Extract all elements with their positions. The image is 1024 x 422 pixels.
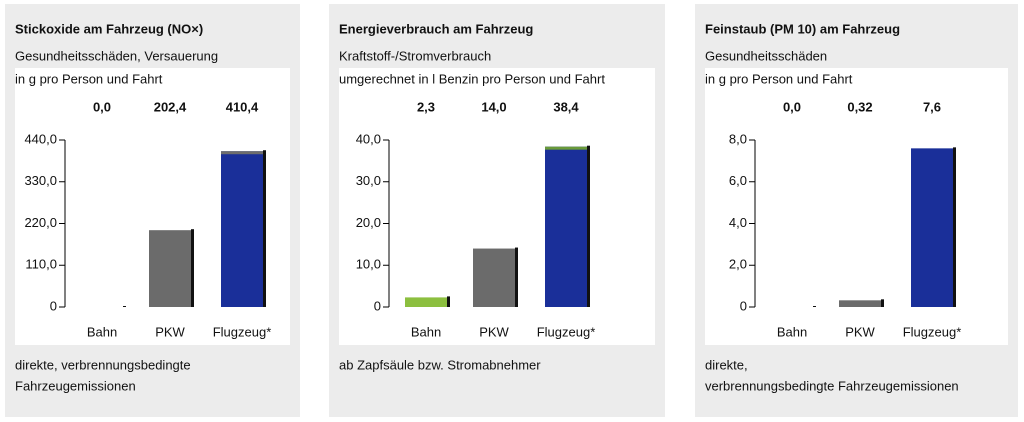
y-tick-label: 4,0 bbox=[729, 215, 747, 230]
x-tick-label: Flugzeug* bbox=[537, 324, 596, 339]
y-tick-label: 40,0 bbox=[356, 131, 381, 146]
y-tick-label: 440,0 bbox=[24, 131, 57, 146]
bar bbox=[545, 146, 587, 307]
value-label: 7,6 bbox=[923, 99, 941, 114]
x-tick-label: PKW bbox=[155, 324, 185, 339]
y-tick-label: 30,0 bbox=[356, 173, 381, 188]
subtitle: Gesundheitsschäden, Versauerung bbox=[15, 48, 218, 63]
unit: in g pro Person und Fahrt bbox=[705, 71, 853, 86]
footnote: direkte, bbox=[705, 357, 748, 372]
chart-title: Feinstaub (PM 10) am Fahrzeug bbox=[705, 21, 900, 36]
chart-title: Stickoxide am Fahrzeug (NO×) bbox=[15, 21, 203, 36]
value-label: 0,0 bbox=[783, 99, 801, 114]
x-tick-label: Flugzeug* bbox=[903, 324, 962, 339]
chart-title: Energieverbrauch am Fahrzeug bbox=[339, 21, 533, 36]
bar bbox=[911, 148, 953, 307]
x-tick-label: Flugzeug* bbox=[213, 324, 272, 339]
y-tick-label: 0 bbox=[740, 298, 747, 313]
bar-cap bbox=[545, 146, 587, 150]
value-label: 410,4 bbox=[226, 99, 259, 114]
x-tick-label: PKW bbox=[479, 324, 509, 339]
bar-shadow bbox=[881, 299, 884, 307]
bar bbox=[221, 151, 263, 307]
bar-shadow bbox=[123, 306, 126, 307]
footnote: direkte, verbrennungsbedingte bbox=[15, 357, 191, 372]
unit: in g pro Person und Fahrt bbox=[15, 71, 163, 86]
bar-shadow bbox=[515, 247, 518, 307]
footnote: verbrennungsbedingte Fahrzeugemissionen bbox=[705, 378, 959, 393]
footnote: ab Zapfsäule bzw. Stromabnehmer bbox=[339, 357, 541, 372]
y-tick-label: 0 bbox=[50, 298, 57, 313]
y-tick-label: 2,0 bbox=[729, 257, 747, 272]
x-tick-label: Bahn bbox=[777, 324, 807, 339]
y-tick-label: 20,0 bbox=[356, 215, 381, 230]
bar-shadow bbox=[813, 306, 816, 307]
subtitle: Kraftstoff-/Stromverbrauch bbox=[339, 48, 491, 63]
value-label: 14,0 bbox=[481, 99, 506, 114]
y-tick-label: 220,0 bbox=[24, 215, 57, 230]
subtitle: Gesundheitsschäden bbox=[705, 48, 827, 63]
footnote: Fahrzeugemissionen bbox=[15, 378, 136, 393]
bar bbox=[473, 248, 515, 307]
bar-shadow bbox=[953, 147, 956, 307]
y-tick-label: 6,0 bbox=[729, 173, 747, 188]
x-tick-label: Bahn bbox=[411, 324, 441, 339]
unit: umgerechnet in l Benzin pro Person und F… bbox=[339, 71, 605, 86]
y-tick-label: 8,0 bbox=[729, 131, 747, 146]
bar-shadow bbox=[447, 296, 450, 307]
value-label: 0,32 bbox=[847, 99, 872, 114]
bar-cap bbox=[221, 151, 263, 155]
bar bbox=[149, 230, 191, 307]
value-label: 38,4 bbox=[553, 99, 579, 114]
y-tick-label: 110,0 bbox=[25, 257, 57, 272]
bar-shadow bbox=[587, 145, 590, 307]
value-label: 0,0 bbox=[93, 99, 111, 114]
bar bbox=[839, 300, 881, 307]
y-tick-label: 10,0 bbox=[356, 257, 381, 272]
y-tick-label: 0 bbox=[374, 298, 381, 313]
value-label: 2,3 bbox=[417, 99, 435, 114]
x-tick-label: PKW bbox=[845, 324, 875, 339]
y-tick-label: 330,0 bbox=[24, 173, 57, 188]
bar bbox=[405, 297, 447, 307]
bar-shadow bbox=[191, 229, 194, 307]
bar-shadow bbox=[263, 150, 266, 307]
value-label: 202,4 bbox=[154, 99, 187, 114]
x-tick-label: Bahn bbox=[87, 324, 117, 339]
